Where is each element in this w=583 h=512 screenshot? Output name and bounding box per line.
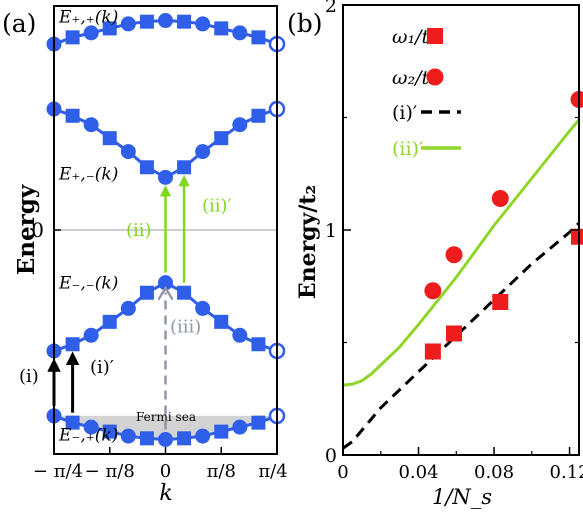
panel-a-label: (a) <box>2 9 36 38</box>
x-tick-label: − π/8 <box>85 461 135 482</box>
band-label-3: E₋,₊(k) <box>58 425 118 445</box>
x-tick-label: 0.04 <box>398 462 438 483</box>
panel-a: (a) Energy Fermi sea E₊,₊(k) E₊,₋(k) E₋,₋(k… <box>2 5 288 506</box>
omega1-point <box>446 325 463 342</box>
band-point <box>102 314 117 329</box>
band-point <box>102 424 117 439</box>
band-point <box>139 160 154 175</box>
panel-b: (b) Energy/t₂ 0 0.04 0.08 0.12 0 1 2 1/N_s ω₁/… <box>287 0 583 509</box>
y-tick-label: 1 <box>325 220 337 242</box>
band-point <box>83 117 99 133</box>
curve-3 <box>342 118 581 387</box>
x-tick-label: π/4 <box>258 461 287 482</box>
band-point <box>232 327 248 343</box>
curve-2 <box>342 222 581 450</box>
band-point <box>65 415 80 430</box>
panel-b-ylabel: Energy/t₂ <box>295 185 321 299</box>
panel-a-y-tick-label: 0 <box>31 218 44 242</box>
omega1-point <box>571 228 583 245</box>
omega2-point <box>445 246 463 264</box>
omega2-point <box>424 282 442 300</box>
band-point <box>195 16 211 32</box>
transition-label-4: (iii) <box>170 317 201 338</box>
band-point <box>232 25 248 41</box>
band-point <box>177 160 192 175</box>
x-tick-label: 0 <box>160 461 171 482</box>
legend-label-2: (i)′ <box>392 102 417 124</box>
x-tick-label: 0 <box>337 462 348 483</box>
panel-b-xlabel: 1/N_s <box>432 485 492 509</box>
band-point <box>214 314 229 329</box>
y-tick-label: 0 <box>325 445 337 467</box>
band-label-2: E₋,₋(k) <box>58 274 118 294</box>
panel-a-x-tick-labels: − π/4− π/8 0 π/8 π/4 <box>33 229 288 482</box>
panel-b-label: (b) <box>287 9 323 38</box>
omega2-point <box>570 91 583 108</box>
band-point <box>177 14 192 29</box>
transition-label-1: (i)′ <box>90 357 114 378</box>
panel-a-plot-layer: Fermi sea E₊,₊(k) E₊,₋(k) E₋,₋(k) E₋,₊(k) (i)… <box>19 8 286 447</box>
transition-label-0: (i) <box>19 366 39 387</box>
omega2-point <box>491 190 509 207</box>
panel-b-plot-layer <box>342 91 583 450</box>
band-point <box>195 428 211 444</box>
band-point <box>158 275 173 291</box>
x-tick-label: − π/4 <box>33 461 83 482</box>
band-point <box>251 337 266 352</box>
band-point <box>158 13 173 29</box>
x-tick-label: π/8 <box>207 461 236 482</box>
band-point <box>158 431 173 447</box>
transition-label-3: (ii)′ <box>202 196 232 217</box>
omega1-point <box>424 343 441 360</box>
band-point <box>139 14 154 29</box>
band-point <box>83 25 99 41</box>
band-point <box>139 431 154 446</box>
panel-a-xlabel: k <box>159 481 172 506</box>
band-point <box>102 21 117 36</box>
panel-a-ylabel: Energy <box>13 184 40 275</box>
band-label-0: E₊,₊(k) <box>58 8 118 28</box>
band-point <box>232 419 248 435</box>
band-point <box>195 300 211 316</box>
band-point <box>139 285 154 300</box>
band-point <box>65 337 80 352</box>
band-point <box>83 419 99 435</box>
legend-label-1: ω₂/t₂ <box>392 67 437 89</box>
panel-b-legend: ω₁/t₂ ω₂/t₂ (i)′ (ii)′ <box>392 26 461 160</box>
transition-label-2: (ii) <box>126 220 152 241</box>
legend-marker-square <box>427 28 443 44</box>
panel-b-tick-labels: 0 0.04 0.08 0.12 0 1 2 <box>325 0 583 483</box>
band-point <box>120 428 136 444</box>
band-point <box>214 21 229 36</box>
band-point <box>120 144 136 160</box>
x-tick-label: 0.08 <box>474 462 514 483</box>
band-point <box>251 415 266 430</box>
band-point <box>177 285 192 300</box>
band-point <box>177 431 192 446</box>
band-point <box>102 131 117 146</box>
band-point <box>158 169 173 185</box>
band-point <box>214 131 229 146</box>
y-tick-label: 2 <box>325 0 337 17</box>
band-point <box>120 16 136 32</box>
legend-label-0: ω₁/t₂ <box>392 26 437 48</box>
omega1-point <box>492 294 509 310</box>
x-tick-label: 0.12 <box>550 462 583 483</box>
panel-b-frame <box>342 4 580 456</box>
band-point <box>65 108 80 123</box>
band-point <box>65 30 80 45</box>
band-point <box>251 108 266 123</box>
legend-marker-circle <box>426 68 444 86</box>
fermi-sea-label: Fermi sea <box>136 410 196 424</box>
band-point <box>214 424 229 439</box>
band-point <box>232 117 248 133</box>
band-point <box>83 327 99 343</box>
band-point <box>251 30 266 45</box>
band-point <box>195 144 211 160</box>
band-point <box>120 300 136 316</box>
band-label-1: E₊,₋(k) <box>58 164 118 184</box>
legend-label-3: (ii)′ <box>392 138 423 160</box>
